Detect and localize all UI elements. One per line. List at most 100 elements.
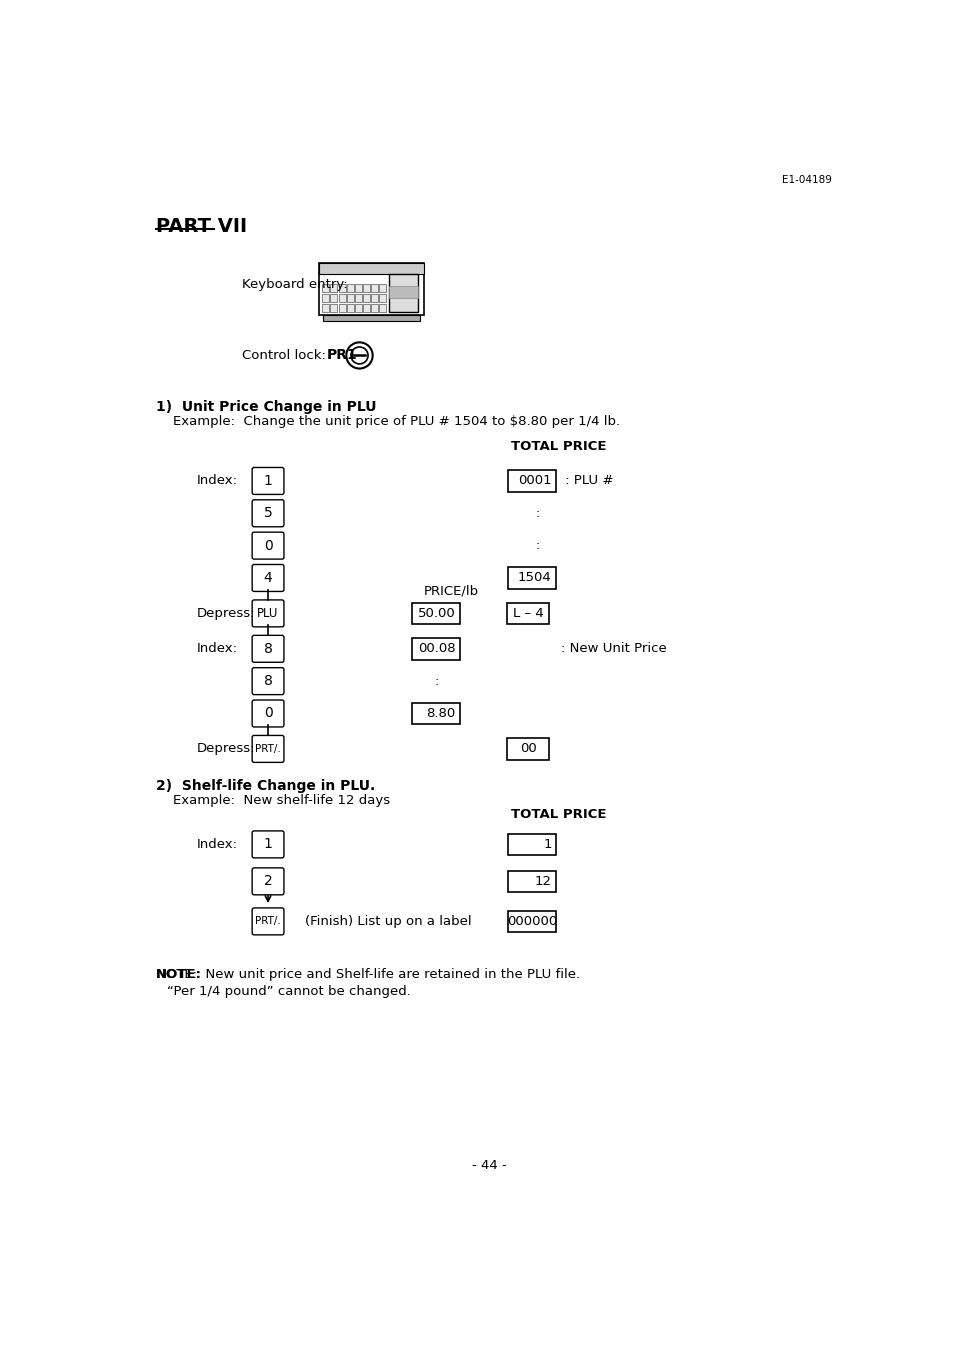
FancyBboxPatch shape	[252, 635, 284, 662]
Text: 1: 1	[263, 838, 273, 851]
Text: Index:: Index:	[196, 475, 237, 487]
Bar	[508, 568, 556, 589]
FancyBboxPatch shape	[252, 868, 284, 894]
Text: 5: 5	[263, 506, 273, 521]
Bar	[412, 702, 459, 724]
Bar	[508, 870, 556, 892]
Text: PRT/.: PRT/.	[254, 916, 280, 927]
Bar	[362, 284, 370, 292]
Text: : PLU #: : PLU #	[560, 475, 613, 487]
Text: 00.08: 00.08	[417, 643, 456, 655]
FancyBboxPatch shape	[252, 468, 284, 495]
Bar	[330, 284, 337, 292]
Text: 0: 0	[263, 706, 273, 721]
Text: PR1: PR1	[327, 348, 357, 362]
Text: PRT/.: PRT/.	[254, 744, 280, 755]
Text: 1)  Unit Price Change in PLU: 1) Unit Price Change in PLU	[155, 399, 375, 414]
Bar	[355, 304, 361, 312]
Bar	[389, 286, 418, 299]
Text: 2)  Shelf-life Change in PLU.: 2) Shelf-life Change in PLU.	[155, 779, 375, 794]
Text: 000000: 000000	[507, 915, 557, 928]
Bar	[338, 304, 345, 312]
Text: :: :	[435, 675, 438, 687]
Bar	[330, 293, 337, 301]
Bar	[379, 304, 386, 312]
Text: Example:  New shelf-life 12 days: Example: New shelf-life 12 days	[173, 795, 390, 807]
Bar	[322, 293, 329, 301]
Bar	[389, 274, 418, 312]
Text: 8.80: 8.80	[426, 707, 456, 720]
Circle shape	[346, 343, 373, 369]
Text: 1504: 1504	[517, 572, 551, 585]
Text: NOTE:: NOTE:	[155, 967, 201, 981]
FancyBboxPatch shape	[252, 667, 284, 694]
Bar	[346, 304, 354, 312]
Bar	[412, 603, 459, 624]
Bar	[506, 603, 549, 624]
Bar	[506, 738, 549, 760]
Text: TOTAL PRICE: TOTAL PRICE	[510, 808, 605, 822]
Text: Depress:: Depress:	[196, 742, 255, 756]
Bar	[330, 304, 337, 312]
Text: 1: 1	[542, 838, 551, 851]
FancyBboxPatch shape	[252, 736, 284, 763]
Text: 8: 8	[263, 642, 273, 656]
Text: 50.00: 50.00	[417, 607, 456, 620]
Text: NOTE:  New unit price and Shelf-life are retained in the PLU file.: NOTE: New unit price and Shelf-life are …	[155, 967, 579, 981]
FancyBboxPatch shape	[252, 500, 284, 527]
Bar	[319, 264, 423, 315]
Bar	[362, 293, 370, 301]
Bar	[412, 638, 459, 659]
Bar	[319, 264, 423, 274]
FancyBboxPatch shape	[252, 908, 284, 935]
Bar	[371, 284, 377, 292]
FancyBboxPatch shape	[252, 699, 284, 726]
Text: 4: 4	[263, 572, 273, 585]
Bar	[371, 304, 377, 312]
Text: (Finish) List up on a label: (Finish) List up on a label	[305, 915, 472, 928]
Text: PART VII: PART VII	[155, 217, 247, 235]
Text: E1-04189: E1-04189	[781, 175, 831, 186]
Text: PLU: PLU	[257, 607, 278, 620]
Bar	[508, 471, 556, 492]
Bar	[355, 284, 361, 292]
Bar	[508, 834, 556, 855]
Bar	[379, 284, 386, 292]
Text: 2: 2	[263, 874, 273, 888]
Text: :: :	[535, 507, 539, 519]
Text: :: :	[535, 539, 539, 553]
Text: 00: 00	[519, 742, 536, 756]
Circle shape	[351, 347, 368, 364]
Text: Example:  Change the unit price of PLU # 1504 to $8.80 per 1/4 lb.: Example: Change the unit price of PLU # …	[173, 416, 620, 429]
Bar	[338, 284, 345, 292]
Text: Keyboard entry:: Keyboard entry:	[241, 278, 347, 291]
Bar	[338, 293, 345, 301]
Bar	[355, 293, 361, 301]
Text: 0: 0	[263, 538, 273, 553]
Text: Depress:: Depress:	[196, 607, 255, 620]
Text: 12: 12	[534, 874, 551, 888]
Text: 0001: 0001	[517, 475, 551, 487]
Bar	[346, 293, 354, 301]
Text: : New Unit Price: : New Unit Price	[560, 643, 666, 655]
Bar	[322, 284, 329, 292]
Text: TOTAL PRICE: TOTAL PRICE	[510, 440, 605, 453]
Bar	[379, 293, 386, 301]
FancyBboxPatch shape	[252, 600, 284, 627]
Text: 8: 8	[263, 674, 273, 689]
Bar	[362, 304, 370, 312]
Text: Index:: Index:	[196, 838, 237, 851]
FancyBboxPatch shape	[252, 831, 284, 858]
Text: PRICE/lb: PRICE/lb	[423, 585, 478, 599]
Bar	[322, 304, 329, 312]
Bar	[323, 315, 419, 321]
Text: Control lock:: Control lock:	[241, 348, 325, 362]
Bar	[371, 293, 377, 301]
Text: Index:: Index:	[196, 643, 237, 655]
Text: - 44 -: - 44 -	[471, 1159, 506, 1173]
FancyBboxPatch shape	[252, 533, 284, 560]
Text: 1: 1	[263, 473, 273, 488]
FancyBboxPatch shape	[252, 565, 284, 592]
Bar	[346, 284, 354, 292]
Text: “Per 1/4 pound” cannot be changed.: “Per 1/4 pound” cannot be changed.	[167, 985, 411, 998]
